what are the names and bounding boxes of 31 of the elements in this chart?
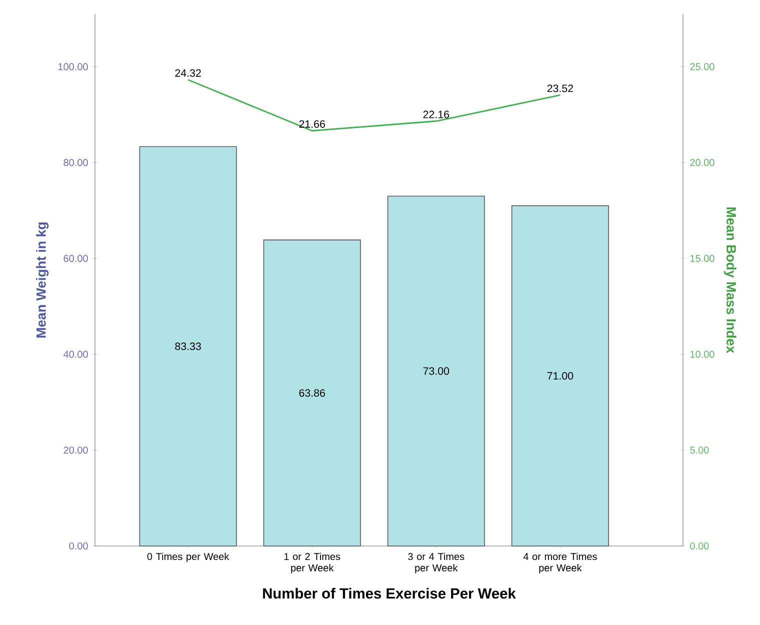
data-label: 73.00 (423, 367, 450, 375)
y2-tick-label: 20.00 (690, 159, 714, 166)
data-label: 71.00 (547, 372, 574, 380)
x-axis-title: Number of Times Exercise Per Week (263, 588, 516, 599)
bar (387, 196, 485, 546)
y-tick-label: 0.00 (69, 542, 88, 550)
y2-tick-label: 25.00 (690, 63, 714, 70)
x-tick-label: 1 or 2 Times per Week (284, 552, 340, 574)
data-label: 22.16 (423, 110, 450, 118)
x-tick-label: 3 or 4 Times per Week (408, 552, 464, 574)
y-tick-label: 60.00 (64, 254, 88, 262)
data-label: 83.33 (175, 342, 201, 350)
y2-tick-label: 0.00 (690, 542, 709, 550)
y2-tick-label: 10.00 (690, 350, 714, 358)
x-tick-label: 4 or more Times per Week (523, 552, 597, 574)
data-label: 24.32 (175, 69, 201, 77)
y2-tick-label: 5.00 (690, 446, 709, 454)
y-tick-label: 40.00 (63, 350, 88, 358)
data-label: 63.86 (299, 389, 325, 397)
y-axis-title: Mean Weight in kg (36, 222, 49, 338)
y-tick-label: 20.00 (64, 446, 88, 454)
data-label: 23.52 (547, 84, 573, 92)
bar (263, 240, 361, 546)
bar (139, 146, 237, 546)
x-tick-label: 0 Times per Week (147, 552, 230, 562)
y-tick-label: 100.00 (58, 63, 88, 70)
y-tick-label: 80.00 (64, 159, 88, 166)
data-label: 21.66 (299, 120, 325, 128)
bar (511, 205, 609, 546)
y2-axis-title: Mean Body Mass Index (724, 208, 736, 354)
y2-tick-label: 15.00 (690, 254, 714, 262)
